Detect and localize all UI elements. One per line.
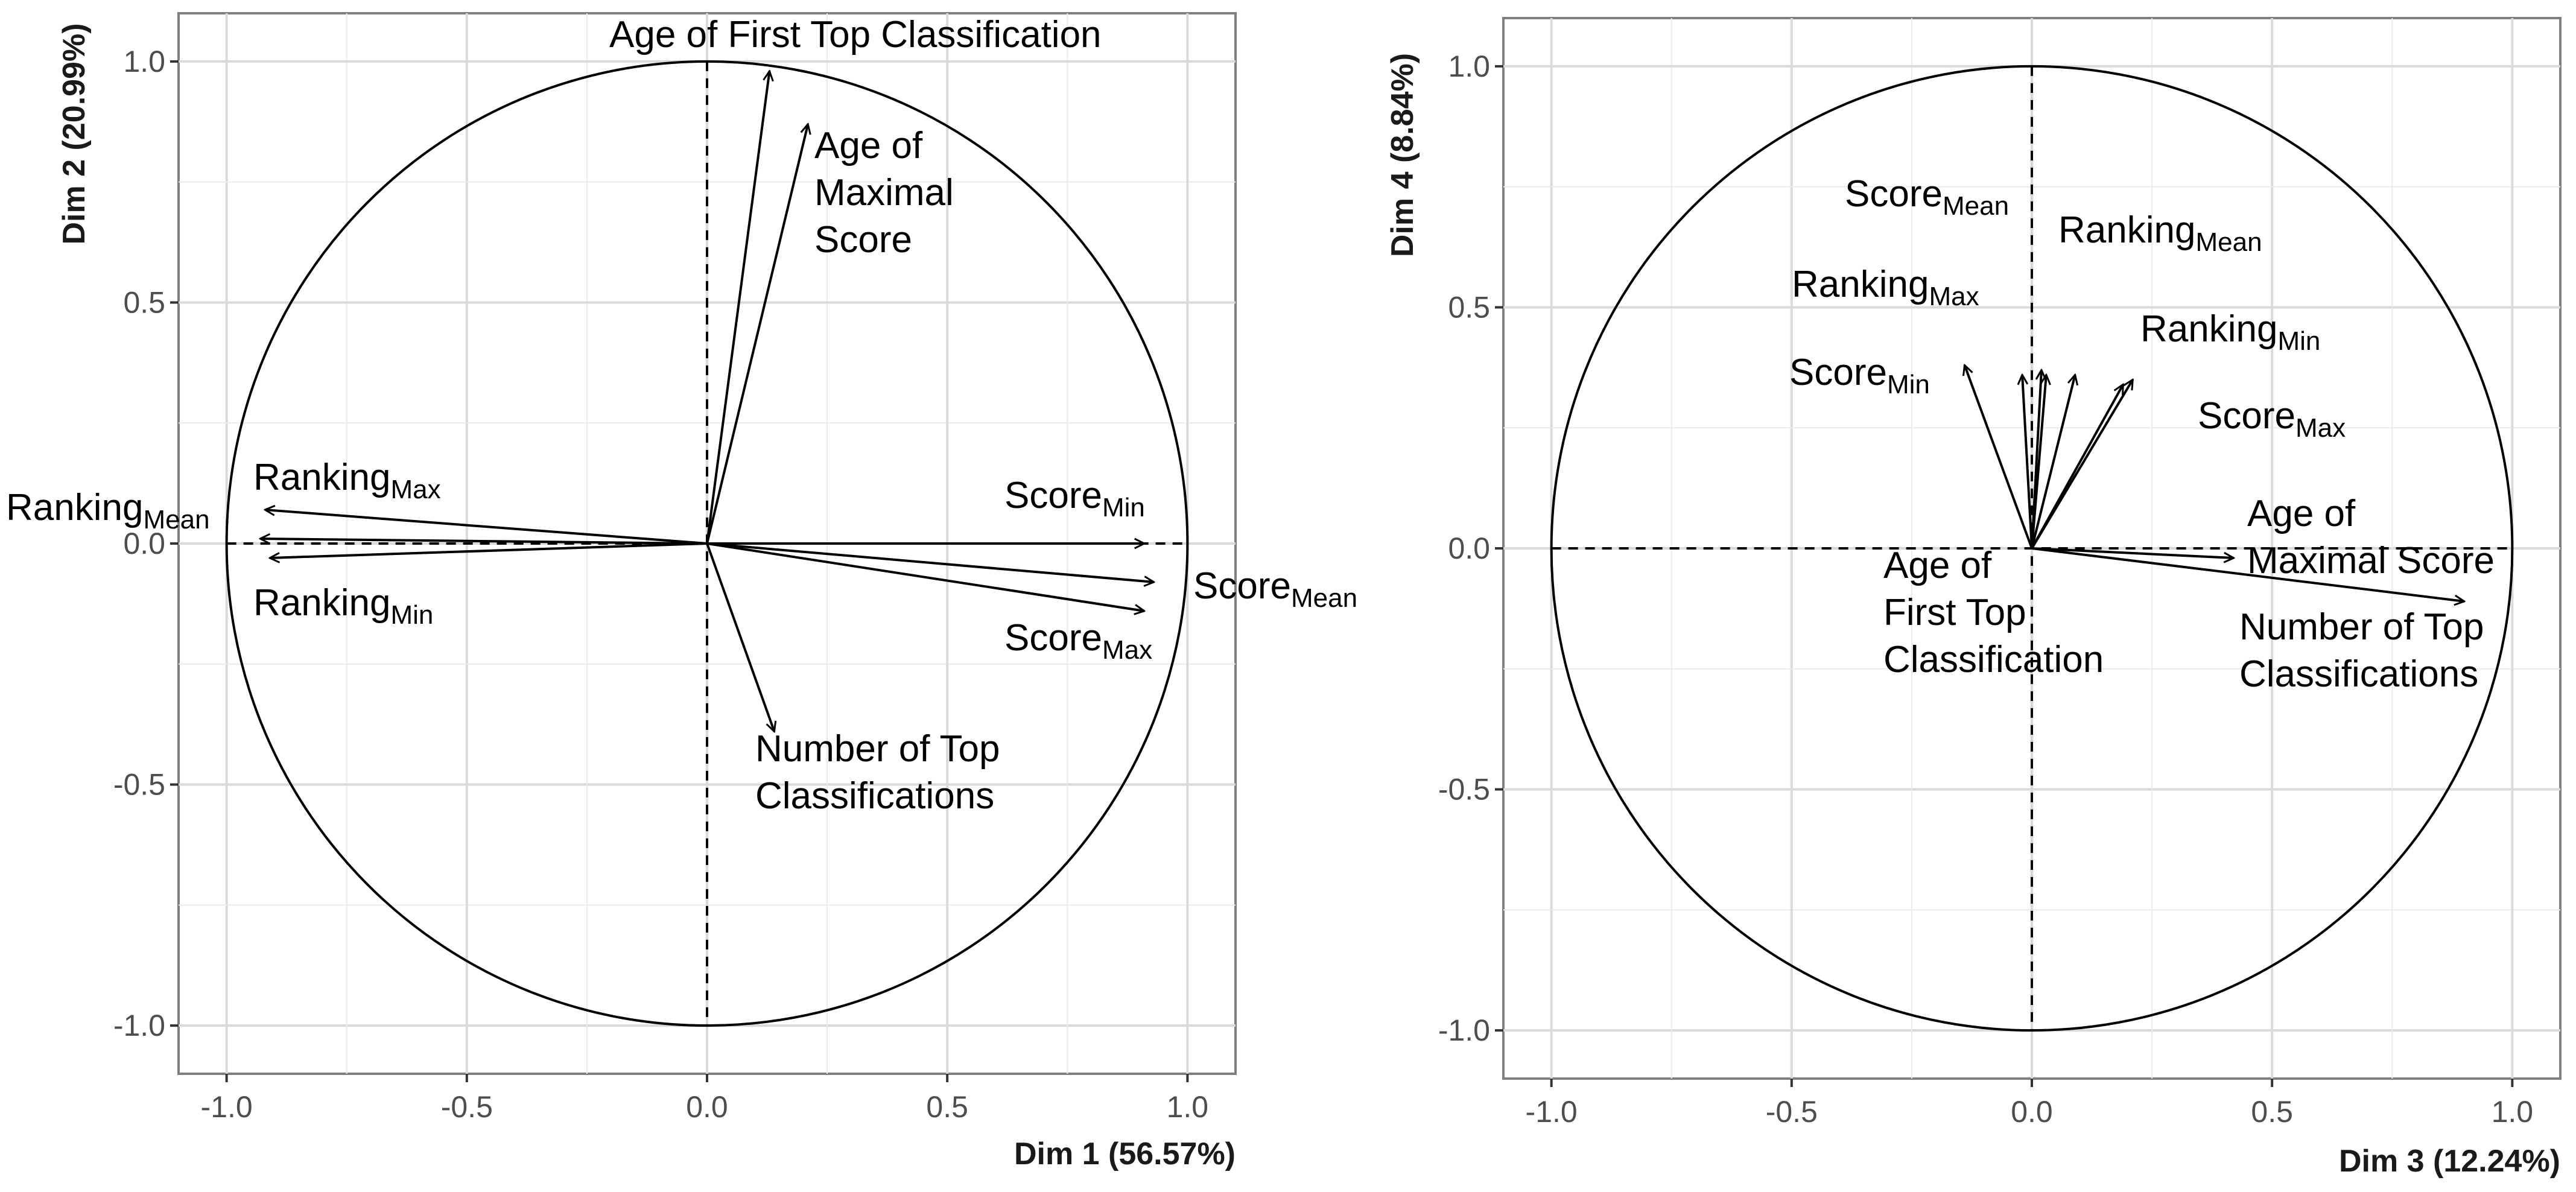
vector-arrow xyxy=(2031,375,2046,549)
y-tick-label: -1.0 xyxy=(113,1009,165,1042)
vector-label: RankingMean xyxy=(6,487,210,534)
vector-label: Age of Maximal Score xyxy=(2247,493,2495,582)
x-tick-label: 1.0 xyxy=(2492,1095,2534,1129)
x-tick-label: 0.0 xyxy=(2011,1095,2053,1129)
y-axis-title-2: Dim 4 (8.84%) xyxy=(1385,53,1420,257)
vector-arrow xyxy=(706,543,774,732)
vector-label: ScoreMax xyxy=(2198,395,2346,443)
panel-dim3-dim4: -1.0 -0.5 0.0 0.5 1.0 -1.0 -0.5 0.0 0.5 1.0 ScoreM… xyxy=(1385,17,2562,1179)
marks-2: -1.0 -0.5 0.0 0.5 1.0 -1.0 -0.5 0.0 0.5 1.0 ScoreM… xyxy=(1438,49,2533,1129)
y-axis-title-1: Dim 2 (20.99%) xyxy=(57,23,92,244)
y-tick-label: 0.0 xyxy=(1448,531,1490,565)
x-tick-label: -1.0 xyxy=(201,1090,253,1124)
vector-arrow xyxy=(260,539,708,545)
y-tick-label: 1.0 xyxy=(1448,49,1490,83)
vector-arrow xyxy=(706,124,808,544)
vector-arrow xyxy=(2022,375,2033,549)
vector-label: Age of First Top Classification xyxy=(1883,545,2104,680)
vector-label: ScoreMean xyxy=(1193,565,1357,613)
x-tick-label: -0.5 xyxy=(441,1090,493,1124)
y-tick-label: -1.0 xyxy=(1438,1013,1490,1047)
vector-arrow xyxy=(2031,547,2233,558)
panel-dim1-dim2: -1.0 -0.5 0.0 0.5 1.0 -1.0 -0.5 0.0 0.5 1.0 Age of… xyxy=(6,12,1357,1171)
vector-label: ScoreMin xyxy=(1004,475,1145,522)
vector-label: Number of Top Classifications xyxy=(755,728,1000,817)
x-tick-label: -1.0 xyxy=(1526,1095,1578,1129)
x-axis-title-1: Dim 1 (56.57%) xyxy=(1014,1137,1236,1171)
vector-label: Age of Maximal Score xyxy=(814,125,954,261)
vector-arrow xyxy=(2031,547,2464,601)
vector-arrow xyxy=(706,71,770,544)
vector-arrow xyxy=(706,542,1144,611)
x-axis-title-2: Dim 3 (12.24%) xyxy=(2339,1144,2560,1179)
y-tick-label: 0.5 xyxy=(123,285,165,319)
x-tick-label: 0.0 xyxy=(686,1090,728,1124)
vector-arrow xyxy=(2031,379,2133,550)
vector-arrow xyxy=(270,542,708,558)
vector-arrow xyxy=(706,542,1154,582)
vector-label: ScoreMean xyxy=(1845,173,2009,221)
vector-label: Age of First Top Classification xyxy=(609,14,1102,55)
vector-label: RankingMean xyxy=(2058,209,2262,257)
vector-label: ScoreMax xyxy=(1004,617,1152,665)
x-tick-label: 0.5 xyxy=(2251,1095,2293,1129)
y-tick-label: -0.5 xyxy=(1438,773,1490,807)
y-tick-label: 1.0 xyxy=(123,45,165,78)
vector-label: Number of Top Classifications xyxy=(2239,606,2484,695)
x-tick-label: -0.5 xyxy=(1766,1095,1818,1129)
vector-label: ScoreMin xyxy=(1789,352,1930,399)
vector-label: RankingMin xyxy=(253,582,433,630)
vector-arrow xyxy=(265,510,708,545)
vector-label: RankingMin xyxy=(2140,308,2320,356)
y-tick-label: 0.0 xyxy=(123,527,165,560)
vector-arrow xyxy=(2031,375,2075,549)
y-tick-label: 0.5 xyxy=(1448,290,1490,324)
marks-1: -1.0 -0.5 0.0 0.5 1.0 -1.0 -0.5 0.0 0.5 1.0 Age of… xyxy=(6,14,1357,1124)
y-tick-label: -0.5 xyxy=(113,768,165,802)
x-tick-label: 0.5 xyxy=(926,1090,968,1124)
vector-label: RankingMax xyxy=(1792,264,1979,311)
vector-label: RankingMax xyxy=(253,457,441,504)
x-tick-label: 1.0 xyxy=(1167,1090,1209,1124)
vector-arrow xyxy=(1965,365,2033,549)
